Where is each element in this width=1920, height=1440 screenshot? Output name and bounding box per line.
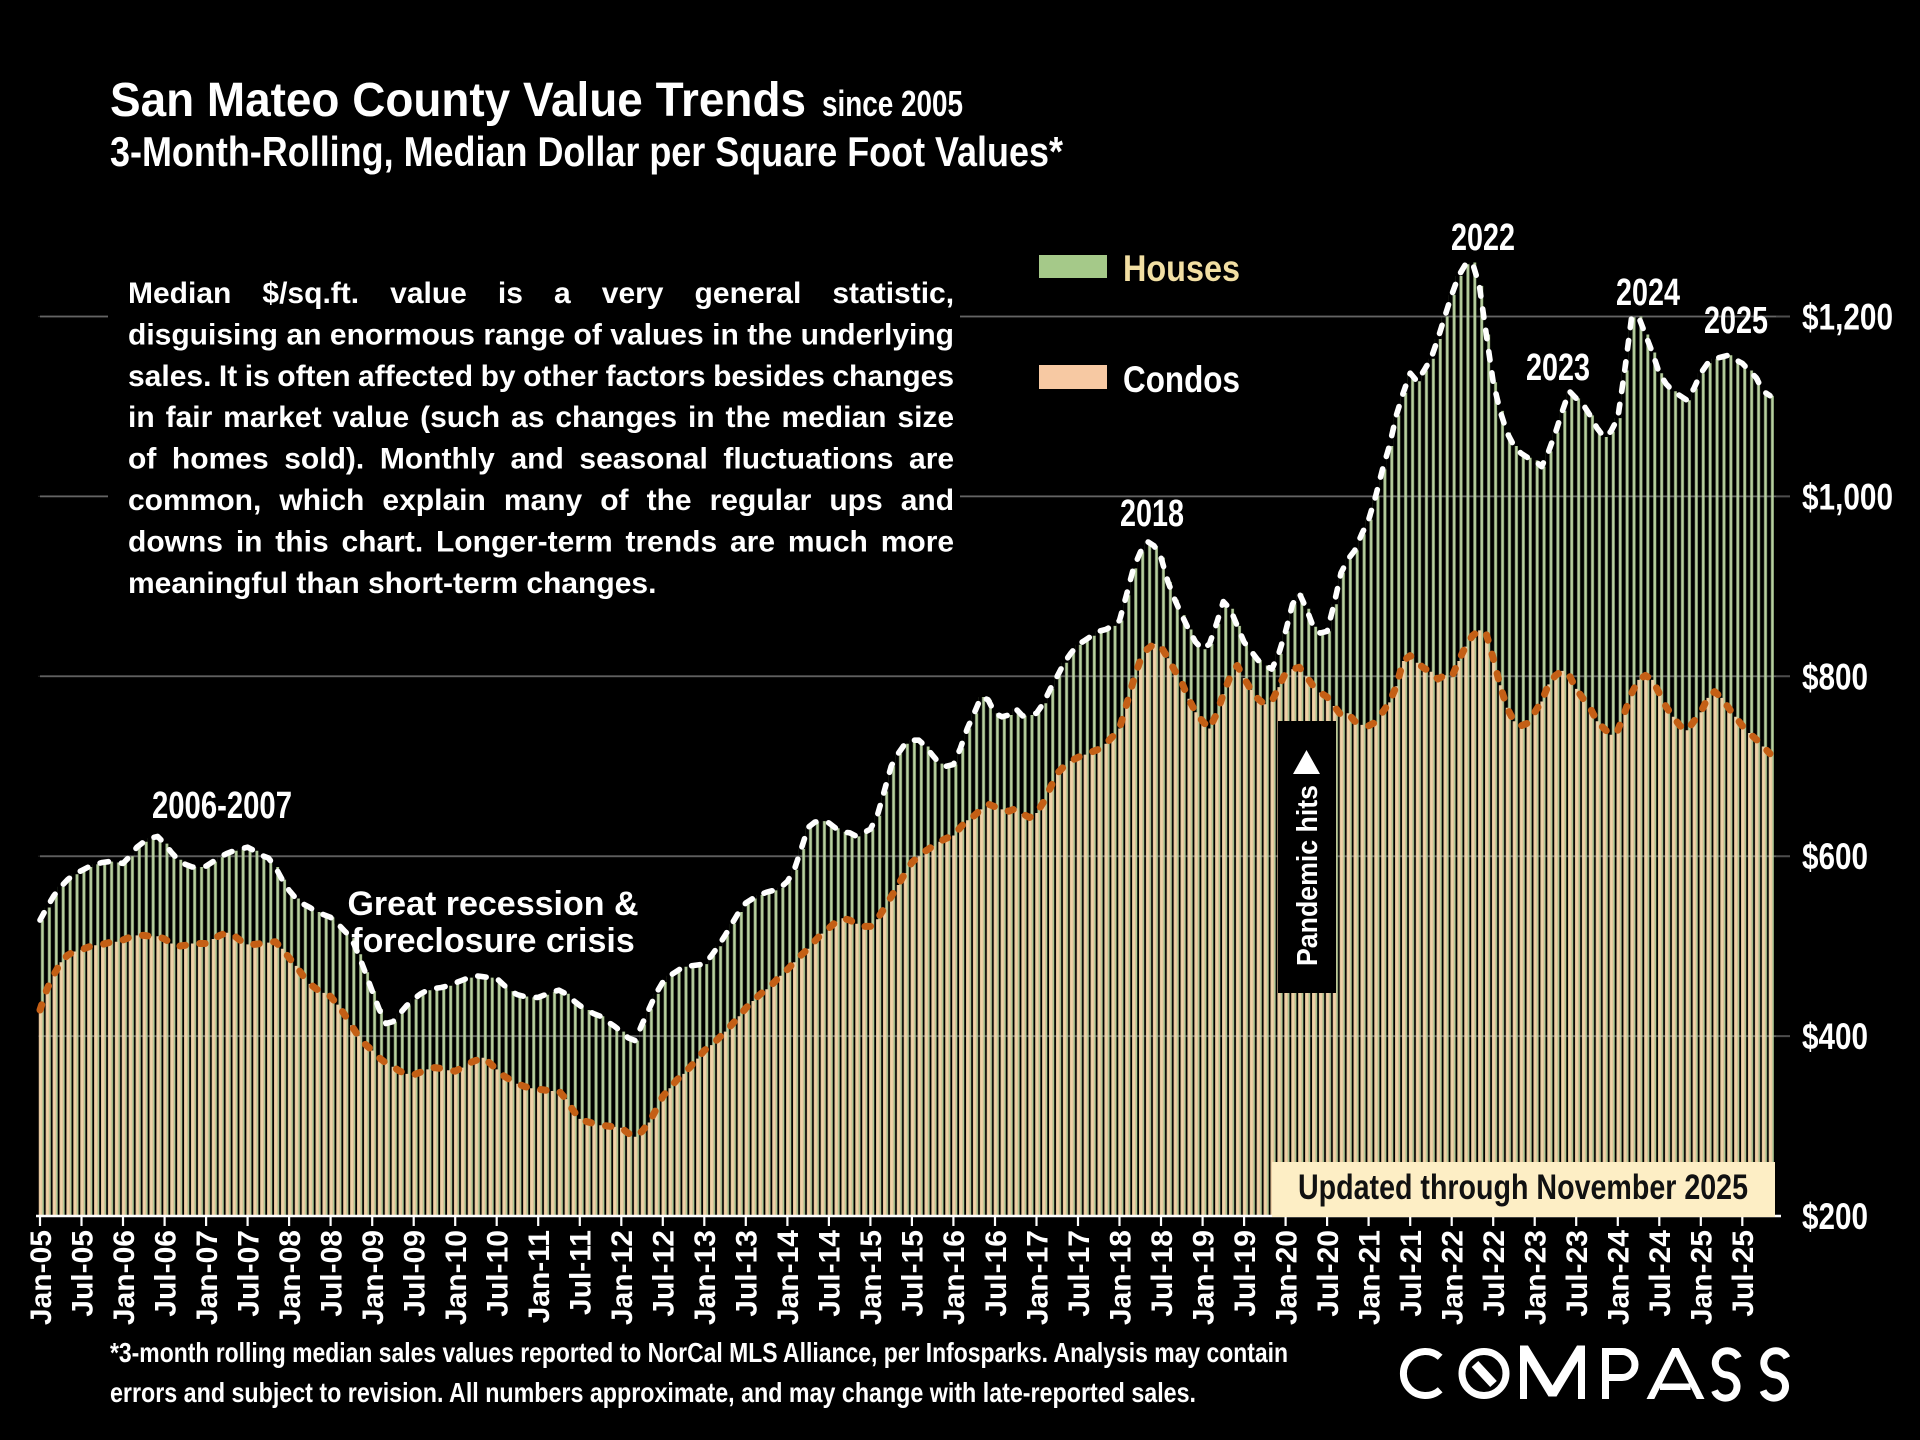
svg-text:$400: $400 [1802, 1016, 1868, 1057]
svg-text:sales. It is often affected by: sales. It is often affected by other fac… [128, 360, 954, 393]
svg-text:Jan-16: Jan-16 [938, 1230, 971, 1325]
svg-text:Jan-18: Jan-18 [1104, 1230, 1137, 1325]
svg-text:$200: $200 [1802, 1196, 1868, 1237]
svg-text:Jan-09: Jan-09 [357, 1230, 390, 1325]
svg-text:Jan-13: Jan-13 [689, 1230, 722, 1325]
svg-text:$800: $800 [1802, 656, 1868, 697]
svg-text:Median $/sq.ft. value is a ver: Median $/sq.ft. value is a very general … [128, 277, 954, 310]
svg-text:Jul-18: Jul-18 [1146, 1230, 1179, 1317]
svg-text:$1,000: $1,000 [1802, 476, 1893, 517]
svg-text:Jan-14: Jan-14 [772, 1230, 805, 1325]
svg-text:Jul-08: Jul-08 [315, 1230, 348, 1317]
svg-text:2022: 2022 [1451, 217, 1515, 259]
svg-text:Jan-20: Jan-20 [1270, 1230, 1303, 1325]
svg-text:Jul-22: Jul-22 [1478, 1230, 1511, 1317]
svg-text:3-Month-Rolling, Median Dollar: 3-Month-Rolling, Median Dollar per Squar… [110, 128, 1064, 175]
svg-text:errors and subject to revision: errors and subject to revision. All numb… [110, 1377, 1196, 1408]
svg-text:downs in this chart. Longer-te: downs in this chart. Longer-term trends … [128, 525, 954, 558]
svg-text:Jan-08: Jan-08 [274, 1230, 307, 1325]
svg-text:2018: 2018 [1120, 493, 1184, 535]
svg-text:Jan-17: Jan-17 [1021, 1230, 1054, 1325]
svg-text:Jan-24: Jan-24 [1603, 1230, 1636, 1325]
svg-text:$1,200: $1,200 [1802, 297, 1893, 338]
svg-text:Jul-12: Jul-12 [648, 1230, 681, 1317]
svg-text:Jul-05: Jul-05 [66, 1230, 99, 1317]
svg-text:2025: 2025 [1704, 300, 1768, 342]
svg-text:Jan-19: Jan-19 [1187, 1230, 1220, 1325]
svg-text:since 2005: since 2005 [822, 83, 963, 124]
svg-text:Jul-21: Jul-21 [1395, 1230, 1428, 1317]
svg-text:Jul-24: Jul-24 [1644, 1230, 1677, 1317]
svg-text:in fair market value (such as: in fair market value (such as changes in… [128, 401, 954, 434]
svg-text:Jul-20: Jul-20 [1312, 1230, 1345, 1317]
svg-text:Jan-06: Jan-06 [108, 1230, 141, 1325]
svg-text:Jul-07: Jul-07 [232, 1230, 265, 1317]
svg-text:Jul-15: Jul-15 [897, 1230, 930, 1317]
svg-text:disguising an enormous range o: disguising an enormous range of values i… [128, 318, 954, 351]
svg-text:San Mateo County Value Trends: San Mateo County Value Trends [110, 74, 806, 127]
svg-text:2023: 2023 [1526, 347, 1590, 389]
svg-text:2006-2007: 2006-2007 [152, 785, 292, 827]
svg-text:Jul-19: Jul-19 [1229, 1230, 1262, 1317]
svg-text:Jul-25: Jul-25 [1727, 1230, 1760, 1317]
svg-text:*3-month rolling median sales: *3-month rolling median sales values rep… [110, 1337, 1288, 1368]
svg-text:Pandemic hits: Pandemic hits [1292, 785, 1324, 966]
svg-text:Jul-10: Jul-10 [482, 1230, 515, 1317]
svg-text:Condos: Condos [1123, 359, 1240, 400]
svg-text:Jul-17: Jul-17 [1063, 1230, 1096, 1317]
svg-text:Jul-16: Jul-16 [980, 1230, 1013, 1317]
svg-text:Houses: Houses [1123, 248, 1240, 289]
svg-text:Jul-13: Jul-13 [731, 1230, 764, 1317]
svg-text:Jan-21: Jan-21 [1353, 1230, 1386, 1325]
svg-text:meaningful than short-term cha: meaningful than short-term changes. [128, 567, 656, 600]
svg-text:Great recession &: Great recession & [347, 885, 638, 923]
svg-text:Jan-23: Jan-23 [1520, 1230, 1553, 1325]
svg-text:Jan-10: Jan-10 [440, 1230, 473, 1325]
svg-text:Jan-25: Jan-25 [1686, 1230, 1719, 1325]
svg-text:Jan-22: Jan-22 [1437, 1230, 1470, 1325]
svg-text:2024: 2024 [1616, 272, 1680, 314]
svg-text:Jul-14: Jul-14 [814, 1230, 847, 1317]
svg-text:foreclosure crisis: foreclosure crisis [351, 922, 634, 960]
svg-text:Jan-11: Jan-11 [523, 1230, 556, 1323]
svg-text:Jan-07: Jan-07 [191, 1230, 224, 1325]
svg-text:Jul-23: Jul-23 [1561, 1230, 1594, 1317]
svg-text:Jan-12: Jan-12 [606, 1230, 639, 1325]
svg-text:common, which explain many of: common, which explain many of the regula… [128, 484, 954, 517]
svg-text:Jul-11: Jul-11 [565, 1230, 598, 1315]
svg-text:Jan-15: Jan-15 [855, 1230, 888, 1325]
svg-text:Updated through November 2025: Updated through November 2025 [1298, 1168, 1748, 1207]
svg-text:Jul-06: Jul-06 [149, 1230, 182, 1317]
svg-text:$600: $600 [1802, 836, 1868, 877]
svg-text:Jan-05: Jan-05 [25, 1230, 58, 1325]
svg-text:of homes sold). Monthly and se: of homes sold). Monthly and seasonal flu… [128, 443, 954, 476]
svg-text:Jul-09: Jul-09 [399, 1230, 432, 1317]
